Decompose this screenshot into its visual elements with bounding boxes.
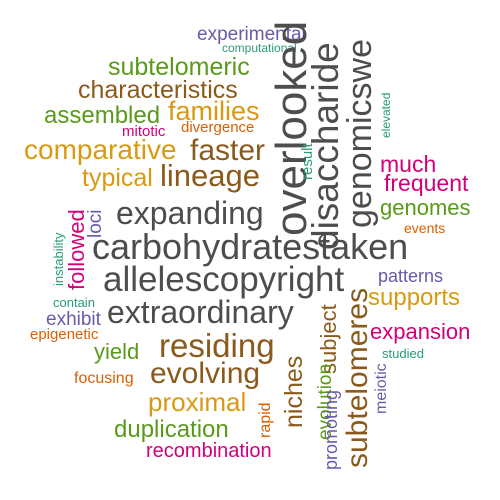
word: followed xyxy=(64,209,89,290)
word: patterns xyxy=(378,266,444,286)
word: promoting xyxy=(321,389,341,470)
word: result xyxy=(299,143,316,180)
word: epigenetic xyxy=(30,326,99,343)
word: evolving xyxy=(150,357,261,390)
word: instability xyxy=(51,232,66,286)
word: lineage xyxy=(160,158,260,193)
word: expanding xyxy=(116,195,264,231)
word: genomes xyxy=(380,195,471,220)
word: niches xyxy=(280,355,308,428)
word: exhibit xyxy=(46,309,101,330)
word: allelescopyright xyxy=(103,260,345,299)
word: focusing xyxy=(74,370,134,387)
word: divergence xyxy=(181,119,255,136)
word: rapid xyxy=(257,402,274,438)
word: events xyxy=(404,220,446,236)
word: supports xyxy=(368,284,461,311)
word: subtelomeric xyxy=(108,53,250,81)
word: comparative xyxy=(24,134,177,165)
word: computational xyxy=(222,41,297,55)
word: carbohydratestaken xyxy=(92,226,409,267)
word: duplication xyxy=(114,416,229,443)
word: typical xyxy=(82,164,153,192)
word: recombination xyxy=(146,440,272,462)
word: subtelomeres xyxy=(341,287,374,468)
word: studied xyxy=(382,346,424,361)
word: faster xyxy=(190,134,266,167)
word: contain xyxy=(53,295,95,310)
word: genomicswe xyxy=(341,39,379,228)
word: meiotic xyxy=(373,363,390,414)
word: extraordinary xyxy=(107,294,294,330)
word: proximal xyxy=(148,387,247,417)
word: elevated xyxy=(379,92,393,138)
word: frequent xyxy=(384,170,469,196)
word: assembled xyxy=(44,102,161,129)
word: characteristics xyxy=(78,76,238,104)
word: experimental xyxy=(197,24,306,45)
word: much xyxy=(380,151,437,177)
word: residing xyxy=(159,327,275,364)
word: families xyxy=(168,96,260,126)
word: yield xyxy=(94,339,140,364)
word: mitotic xyxy=(122,123,166,140)
word: expansion xyxy=(370,319,471,344)
